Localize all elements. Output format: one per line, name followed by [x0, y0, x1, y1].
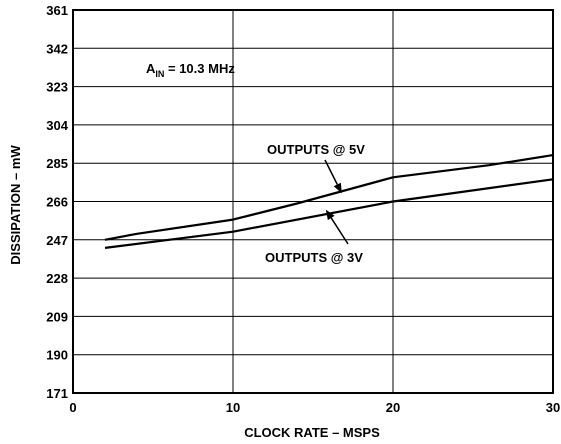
y-axis-title: DISSIPATION – mW — [8, 145, 23, 265]
grid-lines — [73, 10, 553, 393]
y-tick-label: 171 — [46, 386, 68, 401]
x-tick-label: 20 — [386, 400, 400, 415]
series-label-5v: OUTPUTS @ 5V — [267, 142, 365, 157]
series-line-3v — [104, 178, 554, 249]
y-tick-label: 361 — [46, 3, 68, 18]
condition-annotation: AIN = 10.3 MHz — [146, 61, 235, 79]
series-lines — [104, 154, 554, 249]
x-tick-label: 0 — [69, 400, 76, 415]
annotation-arrows — [324, 159, 349, 245]
plot-frame — [72, 9, 554, 394]
y-tick-label: 228 — [46, 271, 68, 286]
x-tick-label: 10 — [226, 400, 240, 415]
y-tick-label: 247 — [46, 233, 68, 248]
series-label-3v: OUTPUTS @ 3V — [265, 250, 363, 265]
series-line-5v — [104, 154, 554, 241]
y-tick-label: 266 — [46, 195, 68, 210]
arrow-5v — [324, 159, 342, 194]
x-tick-label: 30 — [546, 400, 560, 415]
arrow-3v — [325, 209, 349, 245]
y-tick-label: 323 — [46, 80, 68, 95]
y-tick-label: 304 — [46, 118, 68, 133]
y-tick-label: 285 — [46, 156, 68, 171]
y-tick-label: 342 — [46, 41, 68, 56]
x-axis-title: CLOCK RATE – MSPS — [244, 425, 380, 440]
y-tick-label: 209 — [46, 309, 68, 324]
tick-labels: 171 190 209 228 247 266 285 304 323 342 361 0 10 20 30 — [46, 3, 560, 415]
y-tick-label: 190 — [46, 348, 68, 363]
